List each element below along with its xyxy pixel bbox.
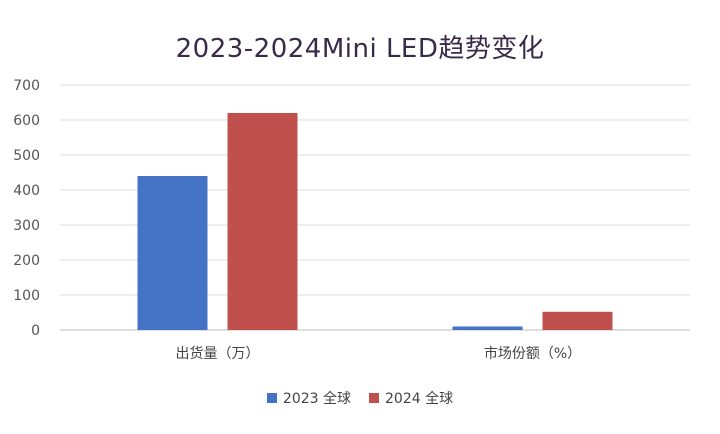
chart-title: 2023-2024Mini LED趋势变化 xyxy=(175,34,545,64)
x-category-label: 出货量（万） xyxy=(176,345,260,362)
y-tick-label: 0 xyxy=(31,323,40,339)
y-tick-label: 700 xyxy=(13,78,40,94)
y-tick-label: 600 xyxy=(13,113,40,129)
legend: 2023 全球 2024 全球 xyxy=(0,388,720,408)
x-category-label: 市场份额（%） xyxy=(484,345,581,362)
y-tick-label: 300 xyxy=(13,218,40,234)
y-tick-label: 400 xyxy=(13,183,40,199)
bar-2023-cat1 xyxy=(452,326,523,330)
legend-item-2024: 2024 全球 xyxy=(369,388,453,408)
bar-2024-cat1 xyxy=(542,311,613,330)
legend-item-2023: 2023 全球 xyxy=(266,388,351,408)
legend-label-2023: 2023 全球 xyxy=(282,391,351,407)
y-tick-label: 500 xyxy=(13,148,40,164)
bar-2023-cat0 xyxy=(137,176,208,330)
legend-swatch-2024 xyxy=(369,393,379,403)
y-tick-label: 100 xyxy=(13,288,40,304)
legend-label-2024: 2024 全球 xyxy=(385,391,454,407)
bar-2024-cat0 xyxy=(227,113,298,330)
y-tick-label: 200 xyxy=(13,253,40,269)
legend-swatch-2023 xyxy=(266,393,277,403)
